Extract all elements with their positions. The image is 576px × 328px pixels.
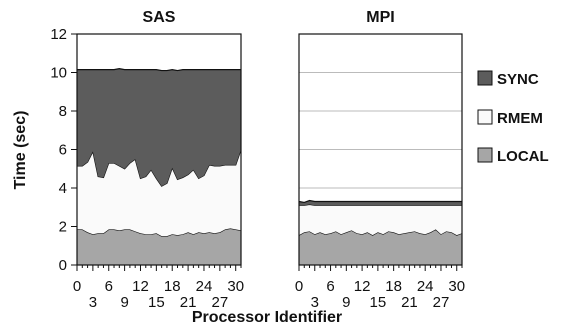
x-tick-label: 15 bbox=[370, 294, 387, 311]
x-tick-label: 0 bbox=[73, 278, 81, 295]
y-axis-label: Time (sec) bbox=[12, 111, 29, 190]
legend-label-rmem: RMEM bbox=[497, 110, 543, 127]
x-tick-label: 3 bbox=[89, 294, 97, 311]
legend-swatch-sync bbox=[477, 70, 493, 86]
x-tick-label: 18 bbox=[164, 278, 181, 295]
x-tick-label: 18 bbox=[385, 278, 402, 295]
legend-swatch-rmem bbox=[477, 109, 493, 125]
x-tick-label: 6 bbox=[105, 278, 113, 295]
series-area-local bbox=[77, 228, 241, 265]
panel-title: SAS bbox=[143, 9, 176, 26]
x-tick-label: 15 bbox=[148, 294, 165, 311]
plot-frame bbox=[76, 33, 242, 266]
x-tick-label: 21 bbox=[401, 294, 418, 311]
series-line-sync bbox=[298, 199, 462, 204]
legend-label-sync: SYNC bbox=[497, 71, 539, 88]
series-area-rmem bbox=[299, 204, 462, 236]
legend-label-local: LOCAL bbox=[497, 148, 549, 165]
panel-title: MPI bbox=[366, 9, 394, 26]
x-tick-label: 24 bbox=[417, 278, 434, 295]
x-tick-label: 0 bbox=[295, 278, 303, 295]
series-area-sync bbox=[77, 68, 241, 187]
x-tick-label: 30 bbox=[227, 278, 244, 295]
series-line-rmem bbox=[77, 149, 242, 187]
y-tick-label: 0 bbox=[59, 257, 67, 274]
x-tick-label: 30 bbox=[448, 278, 465, 295]
plot-frame bbox=[298, 33, 463, 266]
y-tick-label: 6 bbox=[59, 142, 67, 159]
series-area-rmem bbox=[77, 149, 241, 237]
x-tick-label: 27 bbox=[211, 294, 228, 311]
y-tick-label: 8 bbox=[59, 103, 67, 120]
series-line-local bbox=[77, 227, 242, 237]
y-tick-label: 10 bbox=[50, 65, 67, 82]
series-area-local bbox=[299, 229, 462, 265]
x-tick-label: 9 bbox=[342, 294, 350, 311]
x-tick-label: 12 bbox=[354, 278, 371, 295]
x-tick-label: 21 bbox=[180, 294, 197, 311]
x-tick-label: 24 bbox=[196, 278, 213, 295]
y-tick-label: 2 bbox=[59, 219, 67, 236]
y-tick-label: 4 bbox=[59, 180, 67, 197]
x-tick-label: 3 bbox=[311, 294, 319, 311]
legend-swatch-local bbox=[477, 147, 493, 163]
x-tick-label: 9 bbox=[120, 294, 128, 311]
series-line-sync bbox=[77, 68, 241, 72]
x-tick-label: 27 bbox=[433, 294, 450, 311]
x-tick-label: 6 bbox=[326, 278, 334, 295]
x-axis-label: Processor Identifier bbox=[192, 309, 342, 326]
x-tick-label: 12 bbox=[132, 278, 149, 295]
y-tick-label: 12 bbox=[50, 26, 67, 43]
